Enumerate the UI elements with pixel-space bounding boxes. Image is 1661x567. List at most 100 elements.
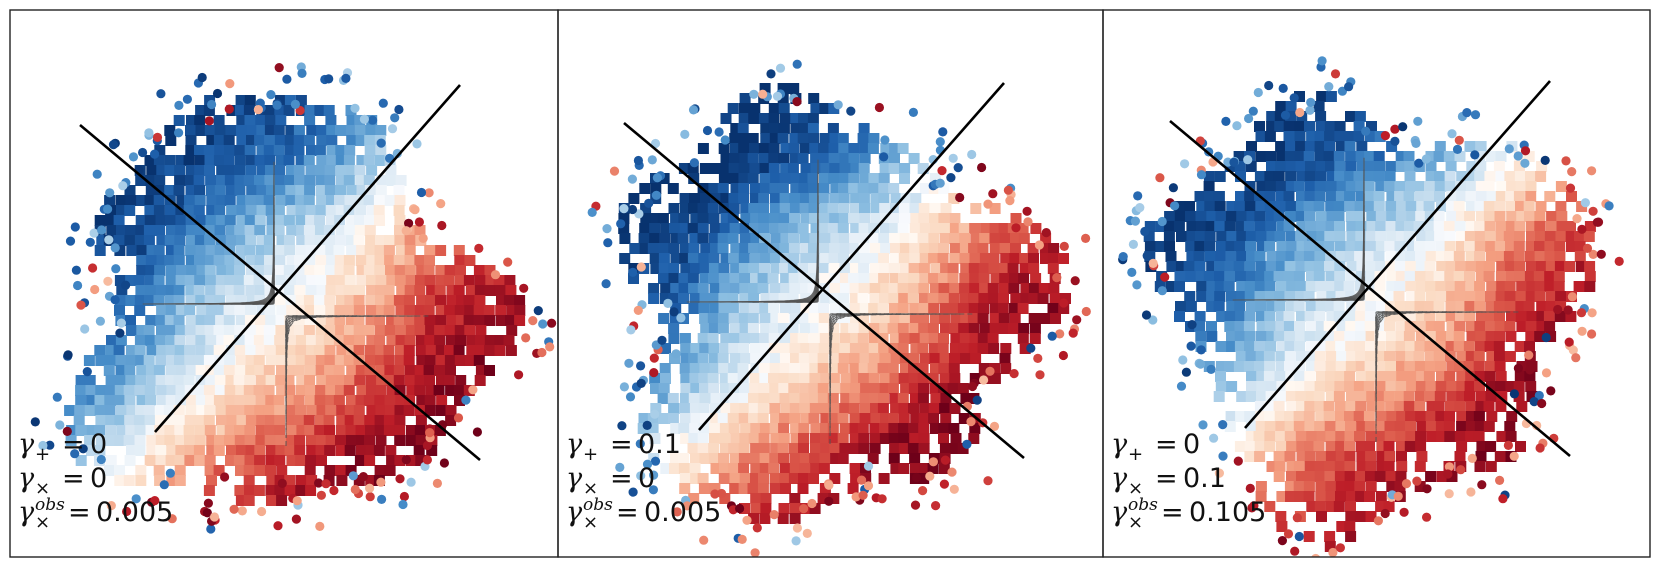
heatmap-cell bbox=[1414, 401, 1426, 412]
heatmap-cell bbox=[234, 185, 246, 196]
heatmap-cell bbox=[989, 203, 1001, 214]
heatmap-cell bbox=[1405, 421, 1416, 432]
heatmap-cell bbox=[1294, 91, 1305, 102]
heatmap-cell bbox=[977, 313, 989, 324]
legend-line: γ × = 0 bbox=[566, 463, 655, 499]
heatmap-cell bbox=[1028, 263, 1040, 274]
heatmap-cell bbox=[1285, 171, 1297, 182]
heatmap-cell bbox=[1315, 411, 1327, 422]
heatmap-cell bbox=[749, 143, 760, 154]
heatmap-cell bbox=[473, 305, 485, 316]
heatmap-cell bbox=[1345, 311, 1356, 322]
heatmap-cell bbox=[929, 203, 941, 214]
heatmap-cell bbox=[185, 315, 197, 326]
heatmap-cell bbox=[1405, 281, 1417, 292]
outer-point bbox=[879, 152, 889, 162]
heatmap-cell bbox=[750, 503, 762, 514]
heatmap-cell bbox=[888, 283, 900, 294]
heatmap-cell bbox=[1325, 331, 1337, 342]
heatmap-cell bbox=[363, 175, 375, 186]
heatmap-cell bbox=[808, 133, 819, 144]
heatmap-cell bbox=[688, 353, 700, 364]
heatmap-cell bbox=[797, 483, 809, 494]
heatmap-cell bbox=[748, 243, 760, 254]
outer-point bbox=[1393, 491, 1403, 501]
heatmap-cell bbox=[829, 193, 841, 204]
heatmap-cell bbox=[1296, 401, 1307, 412]
heatmap-cell bbox=[1017, 223, 1029, 234]
heatmap-cell bbox=[899, 313, 911, 324]
heatmap-cell bbox=[185, 185, 197, 196]
heatmap-cell bbox=[483, 305, 495, 316]
heatmap-cell bbox=[1415, 381, 1427, 392]
outer-point bbox=[1504, 144, 1514, 154]
heatmap-cell bbox=[155, 405, 167, 416]
heatmap-cell bbox=[1344, 191, 1356, 202]
heatmap-field bbox=[618, 83, 1071, 524]
heatmap-cell bbox=[1496, 251, 1508, 262]
heatmap-cell bbox=[1283, 131, 1295, 142]
heatmap-cell bbox=[225, 295, 237, 306]
heatmap-cell bbox=[1443, 421, 1455, 432]
heatmap-cell bbox=[1425, 471, 1437, 482]
heatmap-cell bbox=[1173, 221, 1185, 232]
heatmap-cell bbox=[739, 93, 751, 104]
heatmap-cell bbox=[1453, 201, 1465, 212]
heatmap-cell bbox=[296, 385, 307, 396]
heatmap-cell bbox=[959, 273, 971, 284]
heatmap-cell bbox=[376, 305, 388, 316]
outer-point bbox=[165, 468, 175, 478]
heatmap-cell bbox=[710, 413, 722, 424]
outer-point bbox=[197, 72, 207, 83]
heatmap-cell bbox=[1233, 361, 1245, 372]
heatmap-cell bbox=[1353, 381, 1365, 392]
heatmap-cell bbox=[709, 423, 720, 434]
heatmap-cell bbox=[1485, 461, 1497, 472]
heatmap-cell bbox=[1336, 321, 1348, 332]
heatmap-cell bbox=[245, 265, 257, 276]
heatmap-cell bbox=[333, 365, 345, 376]
heatmap-cell bbox=[185, 405, 197, 416]
heatmap-cell bbox=[948, 363, 960, 374]
heatmap-cell bbox=[1416, 201, 1428, 212]
heatmap-cell bbox=[1395, 321, 1407, 332]
heatmap-cell bbox=[1474, 171, 1486, 182]
heatmap-cell bbox=[265, 445, 277, 456]
heatmap-cell bbox=[1456, 381, 1468, 392]
equals-sign: = bbox=[610, 429, 633, 460]
heatmap-cell bbox=[1294, 321, 1305, 332]
outer-point bbox=[1447, 129, 1457, 139]
heatmap-cell bbox=[303, 295, 315, 306]
heatmap-cell bbox=[719, 493, 731, 504]
heatmap-cell bbox=[1293, 461, 1305, 472]
heatmap-cell bbox=[929, 383, 941, 394]
outer-point bbox=[710, 489, 720, 499]
outer-point bbox=[619, 382, 630, 392]
heatmap-cell bbox=[154, 145, 166, 156]
heatmap-cell bbox=[1255, 481, 1267, 492]
heatmap-cell bbox=[255, 435, 267, 446]
heatmap-cell bbox=[1544, 231, 1556, 242]
heatmap-cell bbox=[720, 403, 732, 414]
heatmap-cell bbox=[96, 235, 108, 246]
heatmap-cell bbox=[365, 235, 377, 246]
heatmap-cell bbox=[1000, 363, 1012, 374]
heatmap-cell bbox=[1344, 471, 1356, 482]
heatmap-cell bbox=[689, 363, 701, 374]
heatmap-cell bbox=[1465, 401, 1477, 412]
heatmap-cell bbox=[809, 403, 821, 414]
gamma-symbol: γ bbox=[1111, 463, 1128, 494]
heatmap-cell bbox=[245, 355, 257, 366]
heatmap-cell bbox=[1009, 273, 1021, 284]
heatmap-cell bbox=[969, 223, 981, 234]
outer-point bbox=[1170, 201, 1180, 211]
parameter-value: 0.1 bbox=[638, 429, 681, 460]
heatmap-cell bbox=[1276, 251, 1288, 262]
legend-line: γ ×obs = 0.105 bbox=[1111, 495, 1266, 533]
heatmap-cell bbox=[849, 343, 861, 354]
heatmap-cell bbox=[1304, 381, 1316, 392]
heatmap-cell bbox=[173, 295, 185, 306]
heatmap-cell bbox=[1203, 271, 1215, 282]
heatmap-cell bbox=[939, 353, 951, 364]
heatmap-cell bbox=[144, 155, 156, 166]
